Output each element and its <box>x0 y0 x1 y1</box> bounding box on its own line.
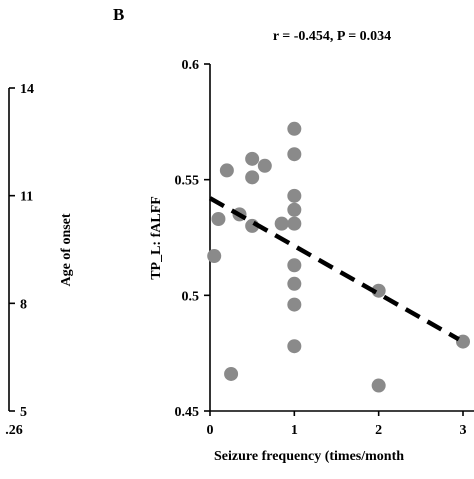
y-ticks: 0.45 0.5 0.55 0.6 <box>175 58 210 420</box>
data-point <box>219 163 234 178</box>
panel-a-y-tick-label: 8 <box>20 297 27 312</box>
panel-a-y-tick-label: 5 <box>20 405 27 420</box>
trendline <box>208 196 460 342</box>
data-point <box>287 276 302 291</box>
data-point <box>287 216 302 231</box>
data-point <box>287 147 302 162</box>
data-point <box>207 249 222 264</box>
x-tick-label: 1 <box>291 423 298 438</box>
data-point <box>245 151 260 166</box>
panel-a-fragment: 5 8 11 14 .26 Age of onset <box>5 82 74 438</box>
y-tick-label: 0.45 <box>175 405 200 420</box>
data-point <box>211 211 226 226</box>
data-point <box>456 334 470 349</box>
panel-a-y-ticks: 5 8 11 14 <box>9 82 34 420</box>
x-ticks: 0 1 2 3 <box>207 411 467 438</box>
data-point <box>287 258 302 273</box>
x-tick-label: 2 <box>375 423 382 438</box>
data-point <box>287 339 302 354</box>
panel-a-y-tick-label: 14 <box>20 82 34 97</box>
data-point <box>287 202 302 217</box>
panel-b: B r = -0.454, P = 0.034 0.45 0.5 0.55 0.6 0… <box>113 5 474 464</box>
panel-label-b: B <box>113 5 124 24</box>
data-point <box>287 188 302 203</box>
panel-a-x-tick-label: .26 <box>5 423 23 438</box>
x-tick-label: 0 <box>207 423 214 438</box>
chart-title: r = -0.454, P = 0.034 <box>273 29 391 44</box>
data-point <box>371 283 386 298</box>
data-point <box>257 158 272 173</box>
panel-a-y-axis-label: Age of onset <box>59 213 74 286</box>
y-tick-label: 0.5 <box>182 289 200 304</box>
x-tick-label: 3 <box>460 423 467 438</box>
data-point <box>371 378 386 393</box>
y-tick-label: 0.6 <box>182 58 200 73</box>
data-point <box>287 121 302 136</box>
data-point <box>287 297 302 312</box>
y-axis-label: TP_L: fALFF <box>149 196 164 280</box>
panel-a-y-tick-label: 11 <box>20 190 33 205</box>
data-points <box>207 121 470 393</box>
x-axis-label: Seizure frequency (times/month <box>214 449 404 464</box>
data-point <box>224 366 239 381</box>
data-point <box>274 216 289 231</box>
y-tick-label: 0.55 <box>175 174 200 189</box>
data-point <box>245 170 260 185</box>
